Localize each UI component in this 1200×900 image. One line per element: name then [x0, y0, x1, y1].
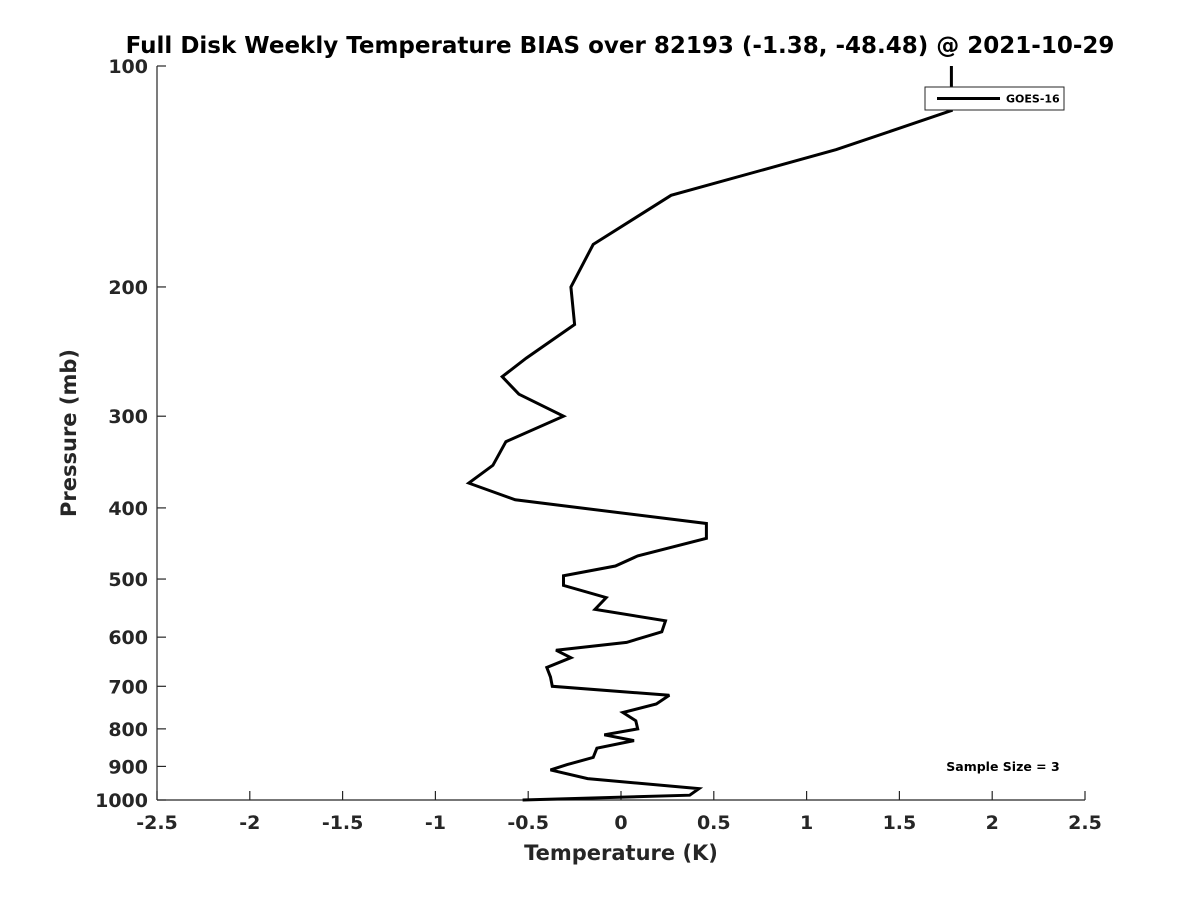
chart-title: Full Disk Weekly Temperature BIAS over 8… — [126, 33, 1115, 59]
y-tick-label: 700 — [108, 676, 148, 698]
plot-axes — [156, 66, 1085, 801]
y-tick-label: 1000 — [95, 790, 148, 812]
x-tick-label: 0.5 — [697, 812, 731, 834]
x-tick-label: 2 — [986, 812, 999, 834]
series-line-goes-16 — [465, 66, 953, 802]
x-tick-label: -1 — [425, 812, 446, 834]
x-tick-label: -0.5 — [507, 812, 549, 834]
x-axis-label: Temperature (K) — [524, 841, 718, 865]
y-tick-label: 900 — [108, 756, 148, 778]
y-axis-label: Pressure (mb) — [57, 349, 81, 517]
x-tick-label: 1 — [800, 812, 813, 834]
legend: GOES-16 — [924, 86, 1065, 111]
y-tick-label: 100 — [108, 56, 148, 78]
x-tick-label: 1.5 — [883, 812, 917, 834]
y-tick-label: 600 — [108, 627, 148, 649]
y-tick-label: 800 — [108, 719, 148, 741]
x-tick-label: 2.5 — [1068, 812, 1102, 834]
x-tick-label: -1.5 — [322, 812, 364, 834]
sample-size-annotation: Sample Size = 3 — [946, 759, 1059, 774]
y-tick-label: 200 — [108, 277, 148, 299]
legend-label-goes-16: GOES-16 — [1006, 93, 1060, 106]
x-tick-label: -2.5 — [136, 812, 178, 834]
x-tick-label: -2 — [239, 812, 260, 834]
y-tick-label: 400 — [108, 498, 148, 520]
y-tick-label: 500 — [108, 569, 148, 591]
series-layer — [465, 66, 953, 802]
x-axis-ticks: -2.5 -2 -1.5 -1 -0.5 0 0.5 1 1.5 2 2.5 — [136, 791, 1102, 834]
y-axis-ticks: 100 200 300 400 500 600 700 800 900 1000 — [95, 56, 166, 812]
x-tick-label: 0 — [614, 812, 627, 834]
y-tick-label: 300 — [108, 406, 148, 428]
